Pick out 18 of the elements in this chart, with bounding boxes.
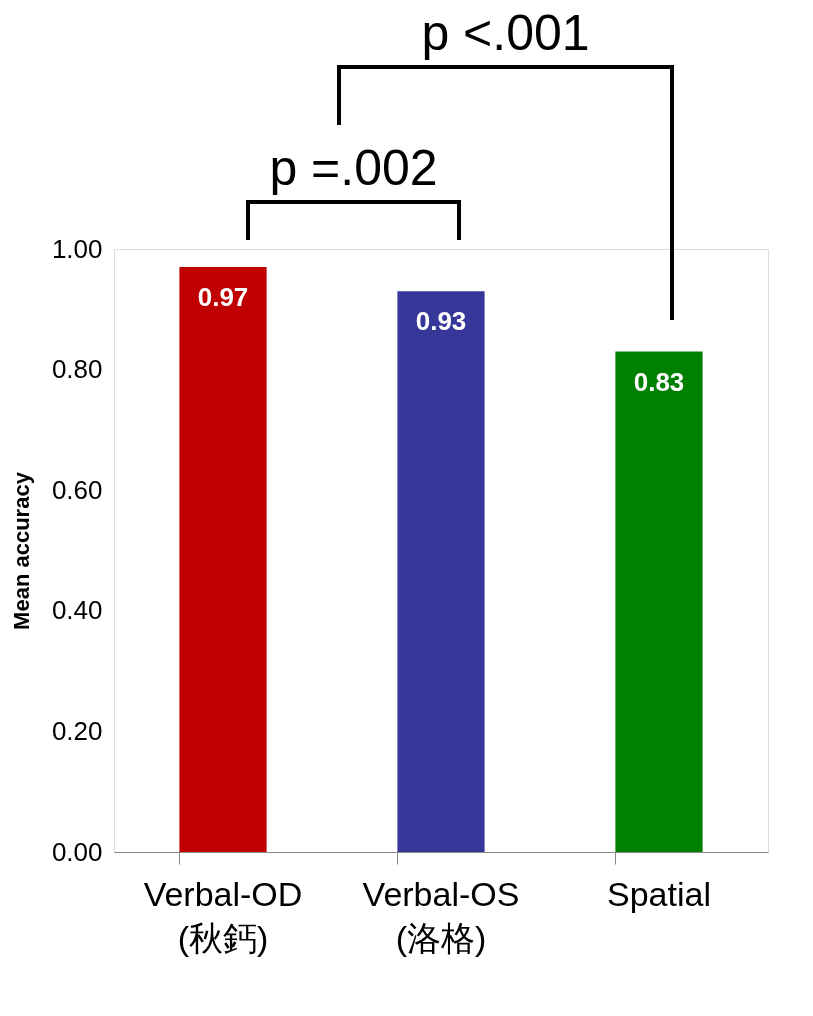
bar xyxy=(179,267,267,852)
x-tick-label: Verbal-OD (秋鈣) xyxy=(143,874,303,957)
y-tick-label: 0.60 xyxy=(51,474,103,505)
y-tick-label: 1.00 xyxy=(51,233,103,264)
text: p <.001 xyxy=(421,5,590,61)
y-tick-label: 0.00 xyxy=(51,836,103,867)
y-tick-label: 0.80 xyxy=(51,354,103,385)
data-label: 0.83 xyxy=(633,366,685,397)
bar xyxy=(397,291,485,852)
x-tick-label: Verbal-OS (洛格) xyxy=(362,874,520,957)
bar xyxy=(615,351,703,852)
data-label: 0.97 xyxy=(197,282,249,313)
text: p =.002 xyxy=(269,140,438,196)
y-axis-title: Mean accuracy xyxy=(8,471,34,630)
data-label: 0.93 xyxy=(415,306,467,337)
y-tick-label: 0.40 xyxy=(51,595,103,626)
y-tick-label: 0.20 xyxy=(51,715,103,746)
x-tick-label: Spatial xyxy=(607,874,711,913)
